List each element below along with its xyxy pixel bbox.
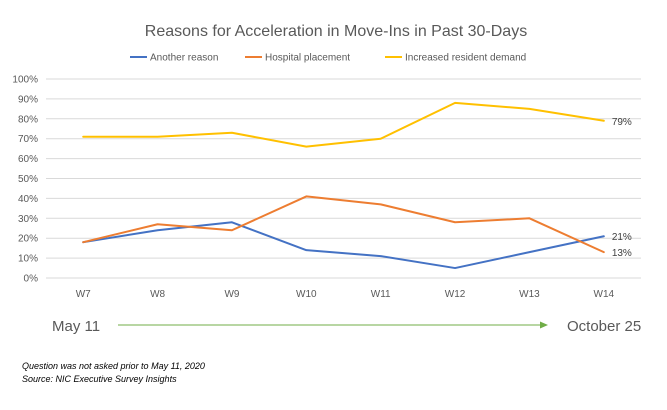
- footnote-question: Question was not asked prior to May 11, …: [22, 361, 205, 371]
- x-tick-label: W14: [594, 289, 615, 300]
- gridlines: [46, 78, 641, 279]
- legend-label: Hospital placement: [265, 53, 350, 64]
- series-line-increased-resident-demand: [82, 101, 605, 148]
- x-tick-label: W8: [150, 289, 165, 300]
- range-end-label: October 25: [567, 318, 641, 335]
- x-tick-label: W13: [519, 289, 540, 300]
- y-tick-label: 90%: [18, 94, 38, 105]
- x-axis-ticks: W7 W8 W9 W10 W11 W12 W13 W14: [76, 289, 615, 300]
- chart-title: Reasons for Acceleration in Move-Ins in …: [145, 23, 527, 40]
- y-tick-label: 30%: [18, 214, 38, 225]
- x-tick-label: W11: [371, 289, 391, 300]
- y-tick-label: 100%: [12, 75, 38, 86]
- data-label: 21%: [612, 232, 632, 243]
- x-tick-label: W12: [445, 289, 466, 300]
- y-tick-label: 60%: [18, 154, 38, 165]
- series-lines: [82, 101, 605, 270]
- y-tick-label: 50%: [18, 174, 38, 185]
- y-tick-label: 0%: [24, 274, 39, 285]
- range-start-label: May 11: [52, 318, 100, 335]
- footnote-source: Source: NIC Executive Survey Insights: [22, 374, 177, 384]
- y-tick-label: 80%: [18, 114, 38, 125]
- y-tick-label: 40%: [18, 194, 38, 205]
- y-axis-ticks: 0% 10% 20% 30% 40% 50% 60% 70% 80% 90% 100%: [12, 75, 38, 285]
- end-data-labels: 21% 13% 79%: [612, 117, 632, 259]
- y-tick-label: 70%: [18, 134, 38, 145]
- x-tick-label: W7: [76, 289, 91, 300]
- y-tick-label: 20%: [18, 234, 38, 245]
- x-tick-label: W9: [224, 289, 239, 300]
- series-line-hospital-placement: [82, 195, 605, 254]
- date-range-arrowhead: [540, 321, 548, 329]
- legend-label: Another reason: [150, 53, 218, 64]
- series-line-another-reason: [82, 221, 605, 270]
- data-label: 13%: [612, 248, 632, 259]
- y-tick-label: 10%: [18, 254, 38, 265]
- chart-legend: Another reason Hospital placement Increase…: [130, 53, 526, 64]
- data-label: 79%: [612, 117, 632, 128]
- x-tick-label: W10: [296, 289, 317, 300]
- legend-label: Increased resident demand: [405, 53, 526, 64]
